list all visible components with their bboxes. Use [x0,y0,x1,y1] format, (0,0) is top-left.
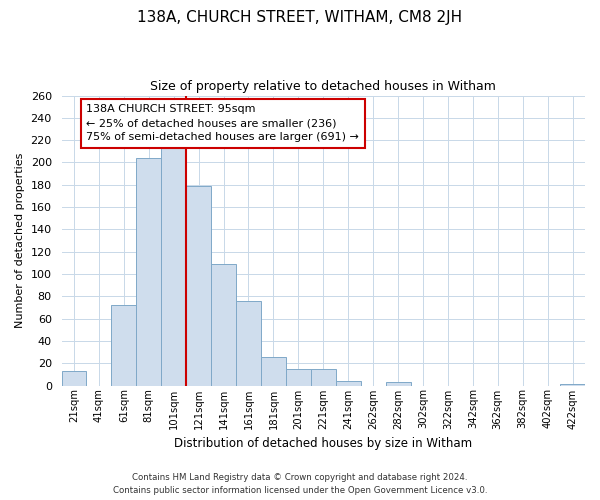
Y-axis label: Number of detached properties: Number of detached properties [15,153,25,328]
Title: Size of property relative to detached houses in Witham: Size of property relative to detached ho… [151,80,496,93]
Bar [560,384,585,386]
Text: Contains HM Land Registry data © Crown copyright and database right 2024.
Contai: Contains HM Land Registry data © Crown c… [113,474,487,495]
Bar [62,371,86,386]
Bar [261,356,286,386]
Bar [386,382,410,386]
Bar [112,305,136,386]
Text: 138A, CHURCH STREET, WITHAM, CM8 2JH: 138A, CHURCH STREET, WITHAM, CM8 2JH [137,10,463,25]
Bar [311,369,336,386]
Bar [161,148,186,386]
X-axis label: Distribution of detached houses by size in Witham: Distribution of detached houses by size … [174,437,472,450]
Bar [286,369,311,386]
Bar [336,381,361,386]
Text: 138A CHURCH STREET: 95sqm
← 25% of detached houses are smaller (236)
75% of semi: 138A CHURCH STREET: 95sqm ← 25% of detac… [86,104,359,142]
Bar [136,158,161,386]
Bar [236,301,261,386]
Bar [211,264,236,386]
Bar [186,186,211,386]
